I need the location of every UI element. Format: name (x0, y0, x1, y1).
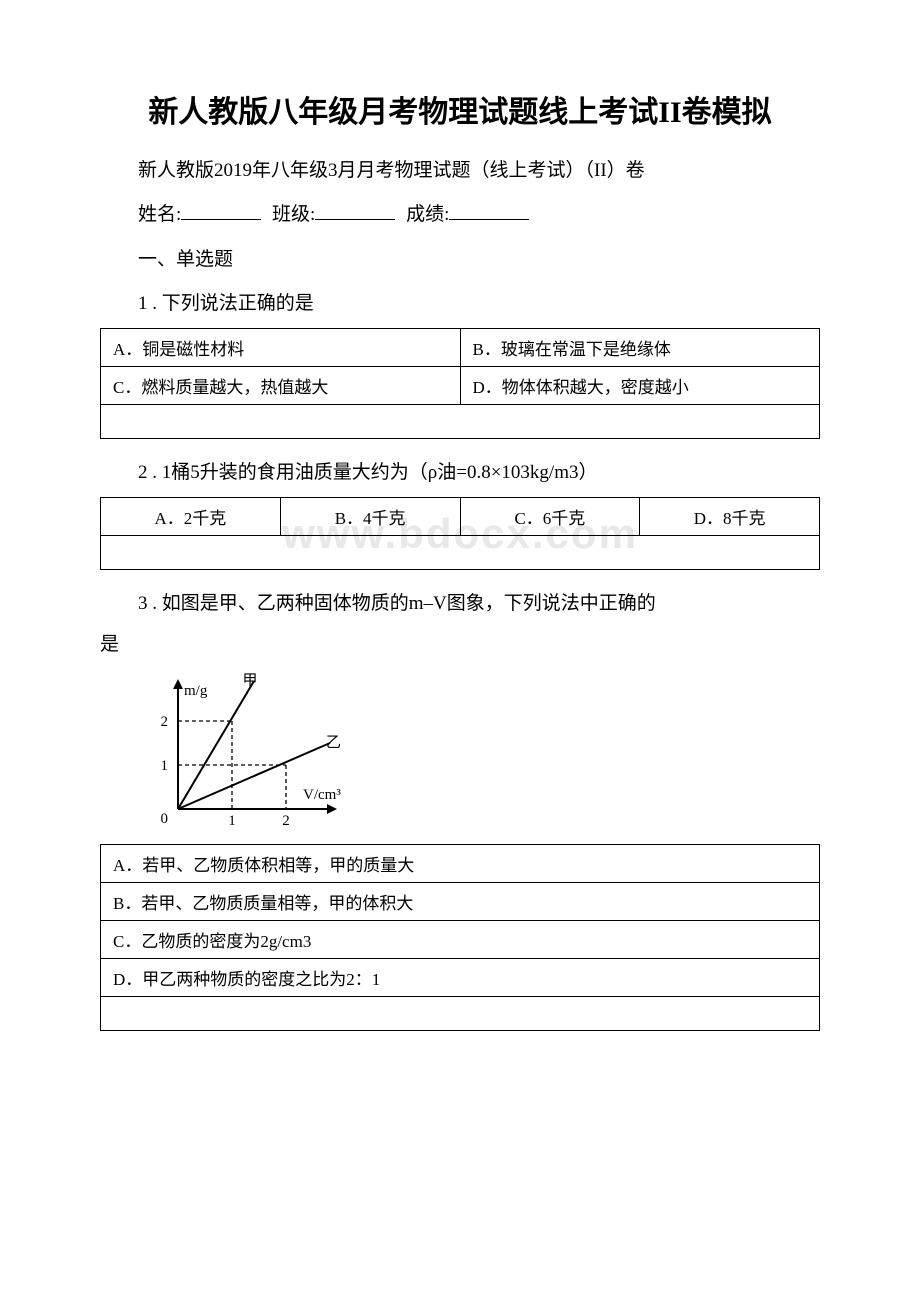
table-row (101, 405, 820, 439)
svg-text:1: 1 (228, 813, 236, 829)
q2-optA: A．2千克 (101, 498, 281, 536)
q3-stem-line1: 3 . 如图是甲、乙两种固体物质的m–V图象，下列说法中正确的 (100, 588, 820, 620)
q1-optC: C．燃料质量越大，热值越大 (101, 367, 461, 405)
score-blank (449, 201, 529, 220)
table-row: A．若甲、乙物质体积相等，甲的质量大 (101, 845, 820, 883)
q3-stem-line2: 是 (100, 629, 820, 661)
svg-text:2: 2 (161, 714, 169, 730)
q1-stem: 1 . 下列说法正确的是 (100, 288, 820, 320)
q2-options-table: A．2千克 B．4千克 C．6千克 D．8千克 (100, 497, 820, 570)
table-row (101, 997, 820, 1031)
info-line: 姓名: 班级: 成绩: (100, 199, 820, 231)
q2-stem: 2 . 1桶5升装的食用油质量大约为（ρ油=0.8×103kg/m3） (100, 457, 820, 489)
class-label: 班级: (272, 204, 315, 225)
page-title: 新人教版八年级月考物理试题线上考试II卷模拟 (100, 90, 820, 135)
empty-cell (101, 997, 820, 1031)
graph-svg: m/g V/cm³ 甲乙 1 2 1 2 0 (140, 669, 350, 829)
empty-cell (101, 536, 820, 570)
table-row (101, 536, 820, 570)
score-label: 成绩: (406, 204, 449, 225)
empty-cell (101, 405, 820, 439)
q1-optD: D．物体体积越大，密度越小 (460, 367, 820, 405)
table-row: C．乙物质的密度为2g/cm3 (101, 921, 820, 959)
q3-optB: B．若甲、乙物质质量相等，甲的体积大 (101, 883, 820, 921)
section-label: 一、单选题 (100, 244, 820, 276)
svg-text:甲: 甲 (242, 673, 257, 689)
table-row: A．2千克 B．4千克 C．6千克 D．8千克 (101, 498, 820, 536)
name-label: 姓名: (138, 204, 181, 225)
q3-options-table: A．若甲、乙物质体积相等，甲的质量大 B．若甲、乙物质质量相等，甲的体积大 C．… (100, 844, 820, 1031)
table-row: A．铜是磁性材料 B．玻璃在常温下是绝缘体 (101, 329, 820, 367)
svg-text:乙: 乙 (326, 735, 341, 751)
svg-text:0: 0 (161, 811, 169, 827)
name-blank (181, 201, 261, 220)
q3-optC: C．乙物质的密度为2g/cm3 (101, 921, 820, 959)
q1-options-table: A．铜是磁性材料 B．玻璃在常温下是绝缘体 C．燃料质量越大，热值越大 D．物体… (100, 328, 820, 439)
watermark-wrapper: www.bdocx.com A．2千克 B．4千克 C．6千克 D．8千克 (100, 497, 820, 570)
table-row: B．若甲、乙物质质量相等，甲的体积大 (101, 883, 820, 921)
svg-text:2: 2 (282, 813, 290, 829)
svg-text:V/cm³: V/cm³ (303, 787, 341, 803)
subtitle: 新人教版2019年八年级3月月考物理试题（线上考试）（II）卷 (100, 155, 820, 187)
table-row: C．燃料质量越大，热值越大 D．物体体积越大，密度越小 (101, 367, 820, 405)
svg-text:m/g: m/g (184, 683, 208, 699)
q2-optD: D．8千克 (640, 498, 820, 536)
q1-optA: A．铜是磁性材料 (101, 329, 461, 367)
class-blank (315, 201, 395, 220)
q3-optA: A．若甲、乙物质体积相等，甲的质量大 (101, 845, 820, 883)
q1-optB: B．玻璃在常温下是绝缘体 (460, 329, 820, 367)
q3-graph: m/g V/cm³ 甲乙 1 2 1 2 0 (140, 669, 820, 834)
q2-optB: B．4千克 (280, 498, 460, 536)
q2-optC: C．6千克 (460, 498, 640, 536)
table-row: D．甲乙两种物质的密度之比为2：1 (101, 959, 820, 997)
q3-optD: D．甲乙两种物质的密度之比为2：1 (101, 959, 820, 997)
svg-text:1: 1 (161, 758, 169, 774)
